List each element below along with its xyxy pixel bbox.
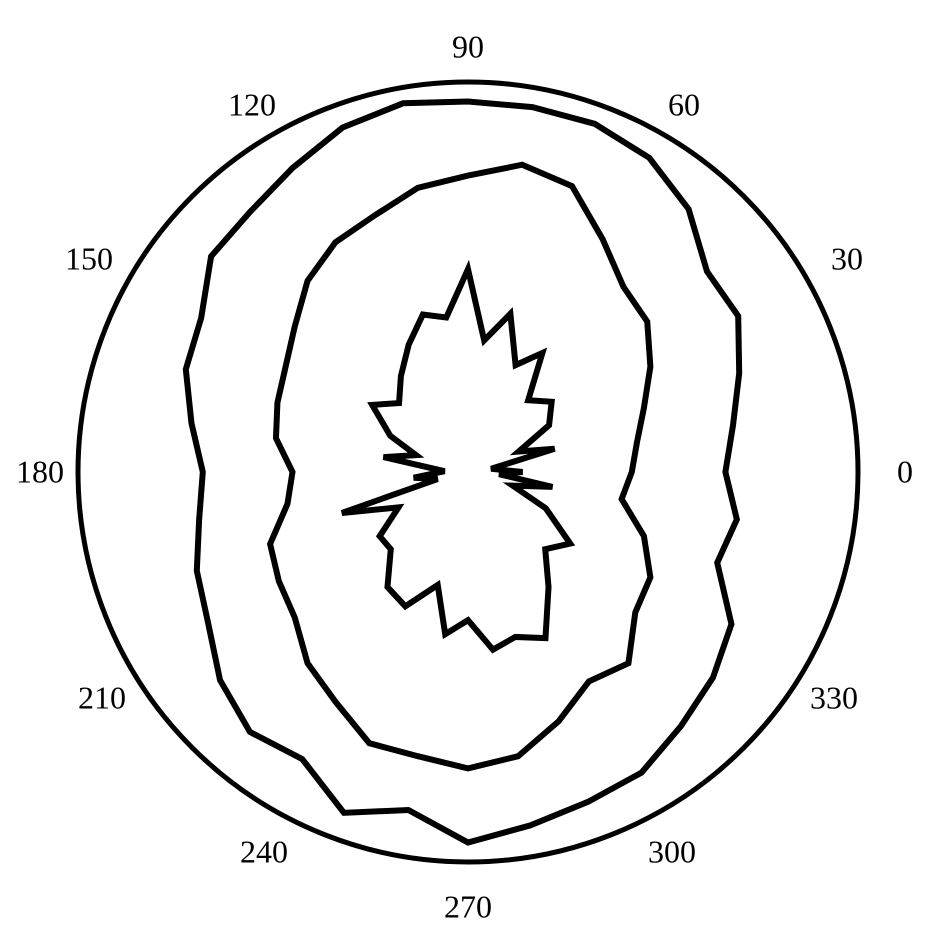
polar-chart-svg xyxy=(0,0,931,931)
inner-contour xyxy=(342,269,570,649)
axis-label-60: 60 xyxy=(668,87,700,124)
axis-label-300: 300 xyxy=(648,834,696,871)
outer-circle xyxy=(78,82,858,862)
axis-label-270: 270 xyxy=(444,889,492,926)
middle-contour xyxy=(270,165,650,769)
axis-label-120: 120 xyxy=(228,87,276,124)
axis-label-240: 240 xyxy=(240,834,288,871)
axis-label-0: 0 xyxy=(897,454,913,491)
axis-label-90: 90 xyxy=(452,29,484,66)
polar-chart: 0 30 60 90 120 150 180 210 240 270 300 330 xyxy=(0,0,931,931)
axis-label-330: 330 xyxy=(810,680,858,717)
axis-label-30: 30 xyxy=(831,241,863,278)
axis-label-180: 180 xyxy=(16,454,64,491)
axis-label-150: 150 xyxy=(65,241,113,278)
axis-label-210: 210 xyxy=(78,680,126,717)
outer-contour xyxy=(186,102,739,843)
